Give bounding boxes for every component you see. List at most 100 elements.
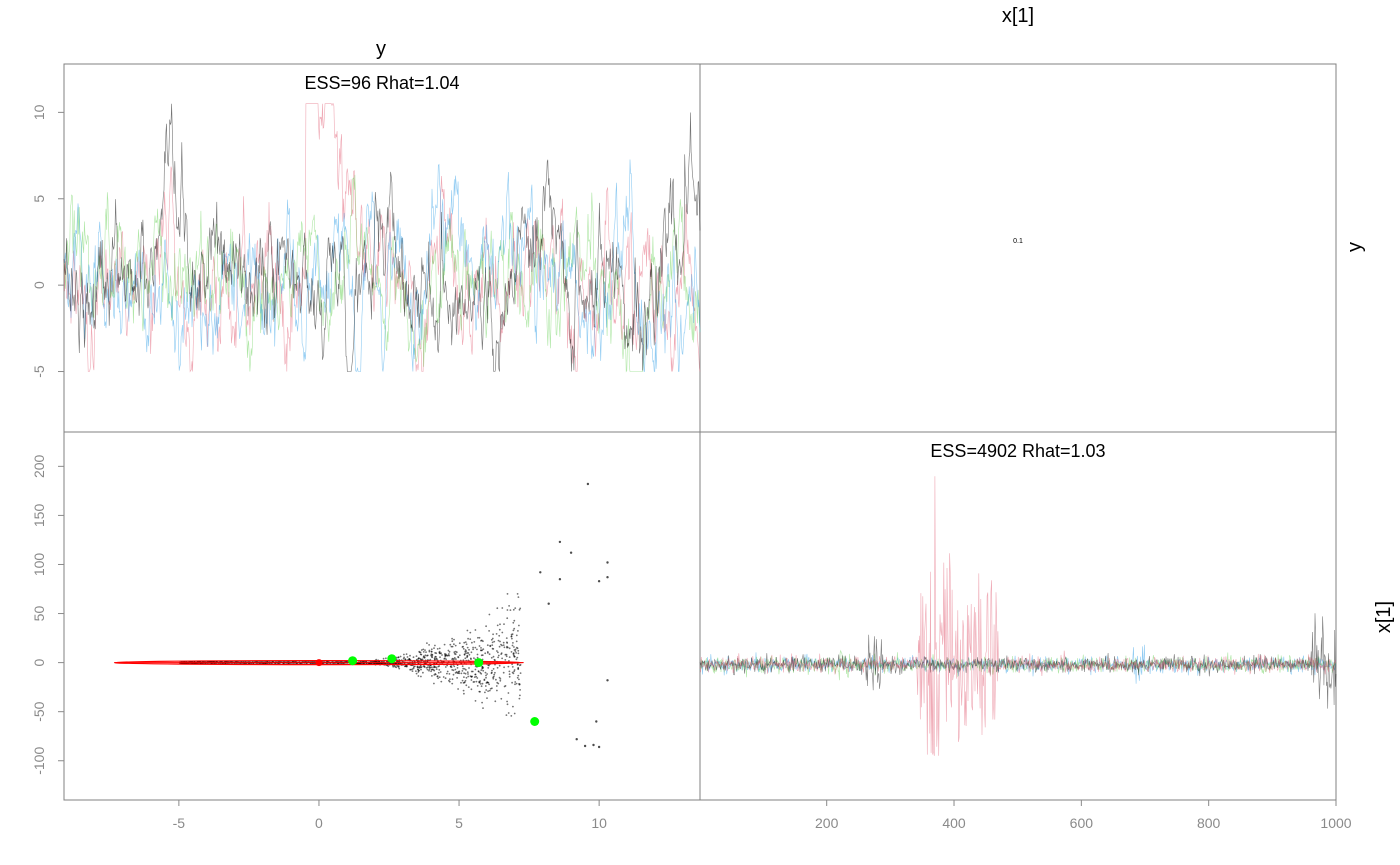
scatter-point xyxy=(436,648,439,650)
scatter-outlier-point xyxy=(558,578,562,581)
scatter-point xyxy=(429,666,432,669)
scatter-point xyxy=(448,679,450,682)
scatter-point xyxy=(403,653,405,656)
scatter-point xyxy=(451,678,454,681)
scatter-point xyxy=(468,653,471,656)
scatter-point xyxy=(420,649,423,651)
scatter-point xyxy=(513,619,516,622)
scatter-point xyxy=(493,658,496,661)
scatter-point xyxy=(494,671,496,674)
scatter-point xyxy=(513,669,516,671)
scatter-point xyxy=(463,672,465,674)
scatter-point xyxy=(492,668,495,670)
scatter-point xyxy=(502,641,505,644)
scatter-point xyxy=(422,671,424,674)
scatter-point xyxy=(397,666,400,668)
scatter-xaxis-tick-label: -5 xyxy=(173,815,186,831)
scatter-point xyxy=(492,676,494,679)
scatter-point xyxy=(501,631,504,634)
scatter-point xyxy=(454,668,457,671)
trace-plot-x1 xyxy=(699,476,1337,756)
scatter-point xyxy=(486,644,489,647)
scatter-point xyxy=(465,643,468,646)
scatter-point xyxy=(519,607,522,610)
scatter-point xyxy=(499,623,501,626)
scatter-point xyxy=(476,653,479,656)
scatter-point xyxy=(500,643,502,646)
scatter-point xyxy=(484,691,486,694)
scatter-point xyxy=(503,623,505,625)
scatter-point xyxy=(428,668,431,670)
scatter-point xyxy=(481,701,483,704)
scatter-point xyxy=(392,665,395,668)
scatter-point xyxy=(435,656,437,658)
scatter-point xyxy=(502,671,505,674)
scatter-point xyxy=(437,665,440,668)
scatter-point xyxy=(490,638,493,641)
scatter-point xyxy=(500,697,503,700)
scatter-point xyxy=(515,682,518,685)
scatter-point xyxy=(506,593,509,595)
trace-x1-xaxis-tick-label: 800 xyxy=(1197,815,1221,831)
scatter-point xyxy=(465,652,467,655)
scatter-point xyxy=(511,637,513,640)
scatter-point xyxy=(465,669,467,671)
scatter-point xyxy=(503,646,506,649)
scatter-point xyxy=(506,703,509,706)
scatter-point xyxy=(437,671,440,674)
scatter-point xyxy=(476,648,478,651)
scatter-point xyxy=(491,641,494,644)
scatter-point xyxy=(470,688,473,691)
scatter-point xyxy=(515,658,518,661)
scatter-point xyxy=(458,654,461,657)
scatter-point xyxy=(491,647,494,650)
scatter-point xyxy=(485,676,487,679)
scatter-point xyxy=(507,665,510,668)
scatter-point xyxy=(465,684,468,687)
trace-y-series-chain-2 xyxy=(63,103,701,373)
scatter-point xyxy=(474,646,477,649)
scatter-point xyxy=(447,654,449,657)
scatter-point xyxy=(399,655,402,658)
scatter-point xyxy=(469,657,472,660)
scatter-point xyxy=(472,648,474,651)
scatter-point xyxy=(424,654,427,657)
scatter-point xyxy=(491,687,493,690)
scatter-point xyxy=(462,667,465,670)
scatter-point xyxy=(491,644,494,646)
scatter-point xyxy=(434,652,436,654)
scatter-point xyxy=(484,652,487,655)
scatter-point xyxy=(457,656,460,659)
scatter-outlier-point xyxy=(558,540,562,544)
scatter-point xyxy=(430,666,433,669)
scatter-point xyxy=(417,668,420,671)
scatter-point xyxy=(444,666,447,668)
scatter-point xyxy=(517,667,520,669)
scatter-point xyxy=(411,668,414,670)
scatter-outlier-point xyxy=(583,744,587,748)
scatter-point xyxy=(516,676,519,679)
scatter-point xyxy=(486,681,489,684)
scatter-point xyxy=(517,652,520,655)
scatter-point xyxy=(453,665,456,668)
scatter-point xyxy=(472,681,475,683)
scatter-point xyxy=(415,670,417,672)
scatter-point xyxy=(506,617,509,620)
scatter-point xyxy=(420,668,422,671)
scatter-point xyxy=(412,666,415,668)
scatter-point xyxy=(411,670,414,672)
scatter-point xyxy=(387,665,390,667)
scatter-point xyxy=(425,666,428,669)
trace-x1-xaxis-tick-label: 1000 xyxy=(1320,815,1351,831)
scatter-point xyxy=(478,690,481,693)
scatter-point xyxy=(464,672,467,675)
scatter-point xyxy=(462,647,465,650)
scatter-point xyxy=(511,644,514,647)
scatter-point xyxy=(464,657,467,660)
trace-y-yaxis-tick-label: 0 xyxy=(31,281,47,289)
scatter-point xyxy=(453,652,456,655)
panel-frame-scatter xyxy=(63,431,701,801)
scatter-point xyxy=(505,655,508,658)
scatter-point xyxy=(495,678,497,681)
scatter-point xyxy=(494,700,497,703)
